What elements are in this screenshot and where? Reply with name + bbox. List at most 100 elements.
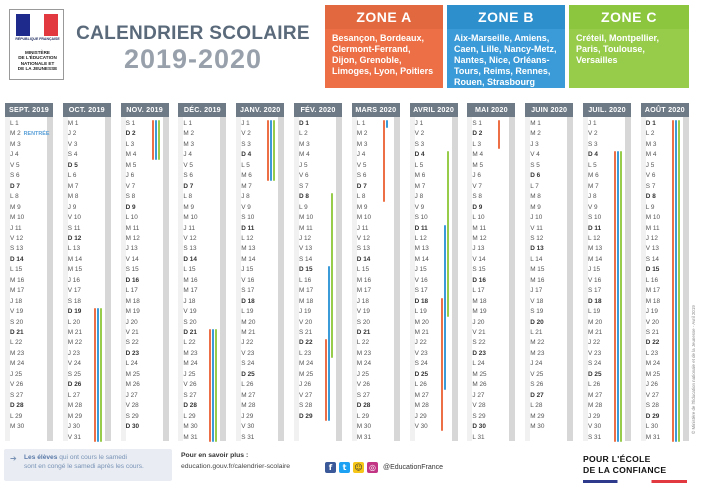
day-cell: L 29: [10, 412, 23, 420]
month-days: J 1 V 2 S 3 D 4 L 5 M 6 M 7 J 8 V 9 S 10 D 11 L 12 M…: [236, 117, 285, 441]
day-cell: V 16: [588, 276, 602, 284]
day-cell: M 9: [183, 203, 195, 211]
month-header: JUIN 2020: [525, 103, 574, 117]
day-cell: S 14: [645, 255, 659, 263]
day-cell: M 11: [299, 224, 313, 232]
holiday-bar-zone-a: [93, 308, 96, 442]
day-cell: D 1: [299, 120, 309, 127]
day-cell: V 21: [125, 329, 139, 336]
holiday-bar-zone-c: [677, 120, 680, 442]
month-header: AVRIL 2020: [409, 103, 458, 117]
day-cell: V 13: [645, 245, 659, 253]
day-cell: V 11: [530, 224, 543, 232]
day-cell: D 30: [472, 423, 486, 431]
day-cell: V 12: [356, 234, 370, 242]
day-cell: J 12: [299, 234, 312, 242]
zone-b-cities: Aix-Marseille, Amiens, Caen, Lille, Nanc…: [447, 29, 565, 88]
day-cell: D 27: [530, 391, 544, 399]
day-cell: D 4: [241, 151, 252, 159]
day-cell: L 31: [472, 433, 485, 441]
day-cell: M 30: [183, 423, 198, 431]
day-cell: S 6: [183, 172, 193, 180]
day-cell: M 10: [10, 214, 25, 222]
day-cell: L 10: [125, 214, 138, 222]
social-handle[interactable]: @EducationFrance: [383, 464, 444, 471]
day-cell: M 7: [588, 182, 599, 190]
day-cell: V 21: [472, 329, 486, 336]
saturday-note: ➔ Les élèves qui ont cours le samedi son…: [4, 449, 172, 481]
day-cell: D 18: [588, 297, 602, 305]
day-cell: D 22: [299, 339, 313, 347]
day-cell: L 3: [125, 140, 135, 148]
day-cell: M 5: [125, 161, 137, 169]
day-cell: D 21: [356, 329, 371, 336]
instagram-icon[interactable]: ◎: [367, 462, 378, 473]
day-cell: L 3: [472, 140, 482, 148]
day-cell: J 27: [125, 391, 138, 399]
day-cell: J 20: [472, 318, 485, 326]
day-cell: J 10: [530, 214, 543, 222]
day-cell: J 1: [414, 120, 424, 127]
day-cell: D 16: [125, 276, 140, 284]
day-cell: L 29: [183, 412, 196, 420]
day-cell: V 30: [414, 423, 428, 431]
day-cell: D 23: [472, 349, 486, 357]
holiday-lane: [47, 117, 53, 441]
day-cell: S 31: [241, 433, 255, 441]
day-cell: M 22: [530, 339, 545, 347]
day-cell: M 27: [588, 391, 603, 399]
day-cell: L 8: [10, 193, 19, 201]
day-cell: L 5: [414, 161, 424, 169]
month-days: M 1 J 2 V 3 S 4 D 5 L 6 M 7 M 8 J 9 V 10 S 11 D 12 L…: [62, 117, 111, 442]
day-cell: J 15: [588, 266, 601, 274]
twitter-icon[interactable]: t: [339, 462, 350, 473]
holiday-bar-zone-a: [209, 329, 212, 442]
day-cell: M 27: [414, 391, 429, 399]
day-cell: V 23: [414, 349, 428, 357]
day-cell: J 4: [183, 151, 192, 159]
day-cell: V 17: [67, 287, 81, 295]
month-column: DÉC. 2019 L 1 M 2 M 3 J 4 V 5 S 6 D 7 L 8 M 9 M 10…: [178, 103, 227, 442]
day-cell: D 14: [10, 255, 24, 263]
day-cell: J 25: [10, 370, 23, 378]
day-cell: L 22: [183, 339, 196, 347]
holiday-bar-zone-a: [440, 297, 443, 432]
month-days: L 1 M 2 M 3 J 4 V 5 S 6 D 7 L 8 M 9 M 10 J 11 V 12 S…: [351, 117, 400, 441]
day-cell: S 18: [67, 297, 81, 305]
day-cell: D 5: [67, 161, 78, 169]
day-cell: J 24: [530, 360, 543, 368]
day-cell: D 28: [183, 402, 197, 410]
day-cell: M 28: [414, 402, 429, 410]
day-cell: S 28: [645, 402, 659, 410]
day-cell: L 9: [645, 203, 655, 211]
holiday-bar-zone-c: [99, 308, 102, 442]
day-cell: M 16: [10, 276, 25, 284]
snapchat-icon[interactable]: ☺: [353, 462, 364, 473]
day-cell: L 28: [530, 402, 543, 410]
month-header: AOÛT 2020: [640, 103, 689, 117]
day-cell: D 9: [125, 203, 136, 211]
day-cell: S 5: [530, 161, 540, 169]
day-cell: M 29: [530, 412, 545, 420]
day-cell: J 25: [356, 370, 369, 378]
day-cell: V 9: [588, 203, 598, 211]
day-cell: J 20: [125, 318, 138, 326]
facebook-icon[interactable]: f: [325, 462, 336, 473]
day-cell: S 22: [125, 339, 139, 347]
day-cell: V 12: [10, 234, 24, 242]
day-cell: M 21: [67, 329, 83, 336]
holiday-bar-zone-b: [212, 329, 215, 442]
day-cell: V 12: [183, 234, 197, 242]
more-info-link[interactable]: education.gouv.fr/calendrier-scolaire: [181, 463, 291, 470]
day-cell: J 13: [125, 245, 138, 253]
day-cell: V 6: [645, 172, 656, 180]
day-cell: M 20: [588, 318, 603, 326]
day-cell: J 11: [183, 224, 195, 232]
day-cell: J 16: [67, 276, 80, 284]
holiday-bar-zone-c: [215, 329, 218, 442]
month-days: L 1 M 2 RENTRÉE M 3 J 4 V 5 S 6 D 7 L 8 M 9 M 10 J …: [5, 117, 53, 441]
month-days: L 1 M 2 M 3 J 4 V 5 S 6 D 7 L 8 M 9 M 10 J 11 V 12 S…: [178, 117, 227, 442]
note-bold-text: Les élèves: [24, 454, 58, 461]
day-cell: M 10: [299, 214, 314, 222]
